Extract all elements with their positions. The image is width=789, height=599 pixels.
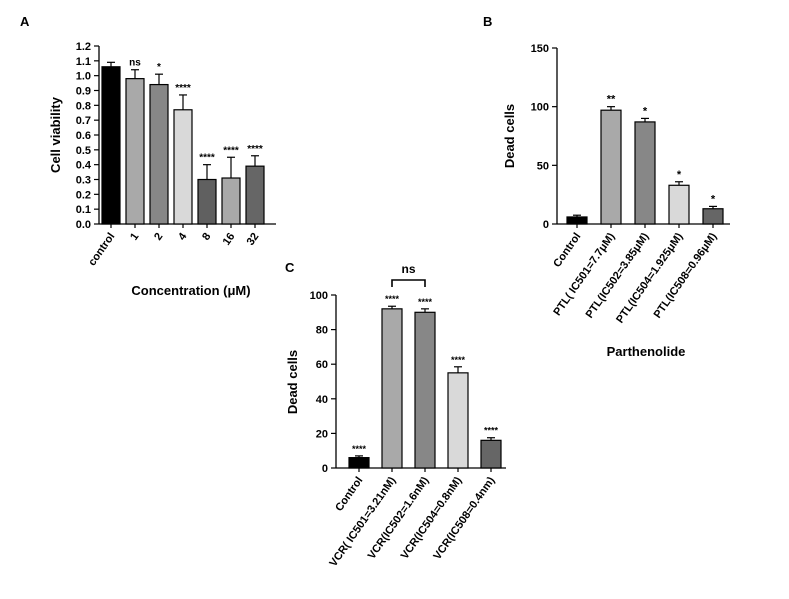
significance-label: * (711, 193, 716, 205)
bar (447, 372, 469, 469)
significance-label: **** (175, 83, 191, 94)
significance-label: * (677, 169, 682, 181)
bar (480, 439, 502, 469)
x-axis-label: Concentration (μM) (131, 283, 250, 298)
bar (348, 457, 370, 469)
significance-label: * (157, 62, 161, 73)
significance-label: **** (418, 297, 433, 307)
bar (221, 177, 241, 225)
category-label: 32 (245, 231, 262, 248)
significance-label: **** (223, 145, 239, 156)
y-tick-label: 1.1 (76, 56, 91, 68)
category-label: VCR(IC504=0.8nM) (399, 475, 465, 562)
bar (197, 178, 217, 225)
y-tick-label: 0.0 (76, 219, 91, 231)
bar (668, 184, 690, 225)
significance-label: * (643, 105, 648, 117)
y-axis-label: Dead cells (285, 350, 300, 414)
y-tick-label: 0.2 (76, 189, 91, 201)
y-tick-label: 0 (543, 219, 549, 231)
y-tick-label: 0.5 (76, 145, 91, 157)
comparison-bracket (391, 279, 426, 287)
bar (702, 208, 724, 225)
y-tick-label: 40 (316, 394, 328, 406)
y-tick-label: 50 (537, 160, 549, 172)
y-axis-label: Dead cells (502, 104, 517, 168)
bar (149, 83, 169, 225)
significance-label: ns (129, 58, 141, 69)
significance-label: **** (352, 444, 367, 454)
y-axis-label: Cell viability (48, 96, 63, 173)
panel-a-chart: A 0.0 0.1 0.2 0.3 0.4 0.5 0.6 0.7 0.8 0.9 1.0 1.1 1.2… (20, 14, 276, 298)
significance-label: **** (247, 144, 263, 155)
y-tick-label: 80 (316, 325, 328, 337)
comparison-label: ns (401, 262, 415, 276)
category-label: 8 (200, 231, 213, 243)
category-label: PTL(IC504=1.925μM) (614, 231, 686, 326)
bar (634, 121, 656, 225)
bar (173, 109, 193, 225)
bar (566, 216, 588, 225)
significance-label: **** (484, 426, 499, 436)
panel-label: C (285, 260, 295, 275)
y-tick-label: 60 (316, 359, 328, 371)
significance-label: ** (607, 94, 616, 106)
y-tick-label: 0.3 (76, 175, 91, 187)
bar (125, 78, 145, 225)
significance-label: **** (199, 153, 215, 164)
y-tick-label: 100 (310, 290, 328, 302)
bar (101, 66, 121, 225)
y-tick-label: 0.4 (76, 160, 92, 172)
panel-label: A (20, 14, 30, 29)
category-label: PTL( IC501=7.7μM) (551, 231, 617, 319)
bar (414, 311, 436, 469)
y-tick-label: 1.0 (76, 71, 91, 83)
category-label: VCR(IC502=1.6nM) (366, 475, 432, 562)
bar (381, 308, 403, 469)
bar (245, 165, 265, 225)
category-label: 1 (128, 231, 141, 243)
significance-label: **** (385, 294, 400, 304)
category-label: 2 (152, 231, 165, 243)
category-label: 4 (176, 230, 190, 243)
category-label: PTL(IC508=0.96μM) (652, 231, 720, 321)
y-tick-label: 0.1 (76, 204, 91, 216)
y-tick-label: 1.2 (76, 41, 91, 53)
y-tick-label: 0.6 (76, 130, 91, 142)
category-label: PTL(IC502=3.85μM) (584, 231, 652, 321)
category-label: Control (551, 231, 583, 270)
x-axis-label: Parthenolide (607, 344, 686, 359)
y-tick-label: 100 (531, 102, 549, 114)
y-tick-label: 20 (316, 428, 328, 440)
y-tick-label: 0.7 (76, 115, 91, 127)
category-label: control (86, 231, 117, 268)
category-label: 16 (221, 231, 238, 248)
panel-label: B (483, 14, 492, 29)
significance-label: **** (451, 355, 466, 365)
y-tick-label: 150 (531, 43, 549, 55)
category-label: Control (333, 475, 365, 514)
y-tick-label: 0.9 (76, 86, 91, 98)
y-tick-label: 0.8 (76, 100, 91, 112)
category-label: VCR(IC508=0.4nm) (431, 475, 497, 563)
bar (600, 109, 622, 225)
y-tick-label: 0 (322, 463, 328, 475)
